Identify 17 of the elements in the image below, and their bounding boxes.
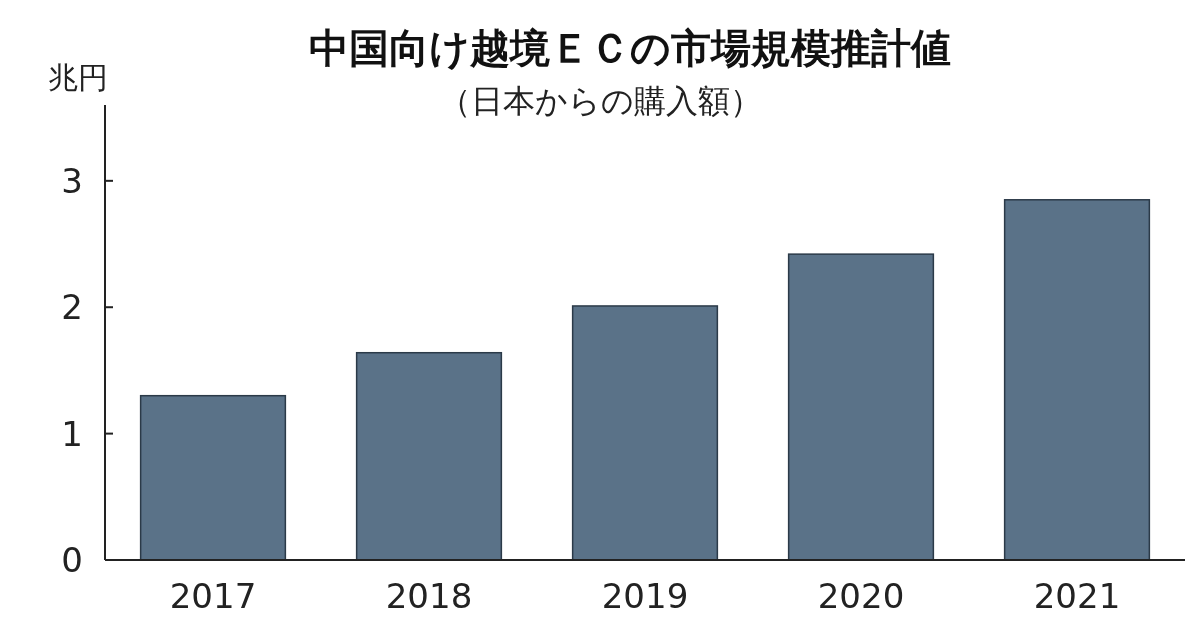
y-tick-label: 0 xyxy=(61,540,83,580)
bar xyxy=(355,351,503,561)
x-tick-label: 2019 xyxy=(601,576,689,616)
x-tick-label: 2021 xyxy=(1033,576,1121,616)
bar xyxy=(787,253,935,561)
bar xyxy=(571,305,719,561)
y-tick-label: 3 xyxy=(61,160,83,201)
y-tick-label: 2 xyxy=(61,287,83,328)
bar xyxy=(1003,199,1151,561)
bar xyxy=(139,394,287,561)
chart-subtitle: （日本からの購入額） xyxy=(438,82,762,120)
x-tick-label: 2020 xyxy=(817,576,905,616)
y-tick-label: 1 xyxy=(61,413,83,454)
chart-title: 中国向け越境ＥＣの市場規模推計値 xyxy=(309,25,951,71)
x-tick-label: 2018 xyxy=(385,576,473,616)
y-axis-title: 兆円 xyxy=(48,60,108,95)
x-tick-label: 2017 xyxy=(169,576,257,616)
